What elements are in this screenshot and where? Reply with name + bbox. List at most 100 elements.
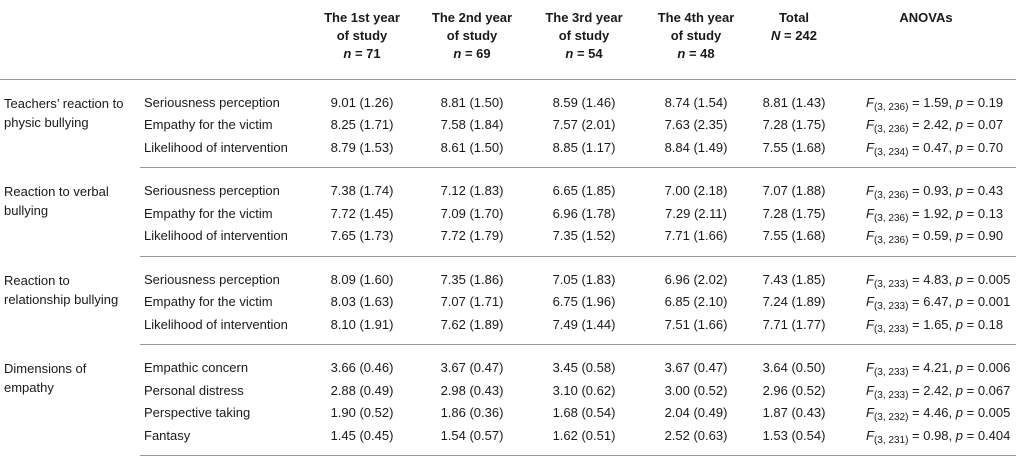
f-statistic: = 0.47, [908, 139, 956, 155]
anova-result: F(3, 234) = 0.47, p = 0.70 [836, 137, 1016, 160]
header-empty-variable [140, 0, 308, 80]
table-row: Likelihood of intervention 8.79 (1.53) 8.6… [0, 137, 1016, 160]
year-1-value: 7.72 (1.45) [330, 205, 394, 221]
p-symbol: p [955, 183, 963, 199]
year-3-value: 3.10 (0.62) [552, 382, 616, 398]
group-separator [0, 247, 1016, 257]
variable-label: Personal distress [144, 382, 244, 398]
header-empty-group [0, 0, 140, 80]
table-body: Teachers’ reaction to physic bullying Ser… [0, 79, 1016, 456]
n-equals: = [461, 46, 477, 61]
anova-result: F(3, 233) = 1.65, p = 0.18 [836, 314, 1016, 337]
anova-result: F(3, 236) = 1.92, p = 0.13 [836, 203, 1016, 226]
degrees-of-freedom: (3, 236) [873, 190, 909, 202]
f-statistic: = 1.59, [908, 94, 956, 110]
header-year-3-n: n = 54 [529, 45, 639, 63]
f-symbol: F [866, 382, 874, 398]
year-4-value: 2.04 (0.49) [664, 405, 728, 421]
year-3-value: 7.35 (1.52) [552, 228, 616, 244]
year-2-value: 7.35 (1.86) [440, 271, 504, 287]
year-4-value: 7.29 (2.11) [665, 205, 727, 221]
year-2-value: 7.09 (1.70) [440, 205, 504, 221]
year-3-value: 6.65 (1.85) [552, 183, 616, 199]
year-4-value: 6.96 (2.02) [664, 271, 728, 287]
p-symbol: p [955, 205, 963, 221]
header-anovas: ANOVAs [836, 0, 1016, 80]
separator-cell [140, 159, 1016, 168]
p-value: = 0.067 [963, 382, 1011, 398]
table-row: Personal distress 2.88 (0.49) 2.98 (0.43) 3… [0, 380, 1016, 403]
total-value: 7.55 (1.68) [762, 139, 826, 155]
total-value: 3.64 (0.50) [762, 360, 826, 376]
header-row: The 1st year of study n = 71 The 2nd yea… [0, 0, 1016, 80]
year-3-value: 1.68 (0.54) [552, 405, 616, 421]
spacer-cell [0, 256, 1016, 269]
year-1-value: 1.45 (0.45) [330, 427, 394, 443]
separator-cell [140, 336, 1016, 345]
variable-label: Perspective taking [144, 405, 251, 421]
f-statistic: = 4.46, [908, 405, 956, 421]
degrees-of-freedom: (3, 236) [873, 124, 909, 136]
n-value: 71 [366, 46, 381, 61]
f-symbol: F [866, 94, 874, 110]
header-year-1-line1: The 1st year [324, 10, 400, 25]
group-spacer-top [0, 168, 1016, 181]
n-equals: = [351, 46, 367, 61]
group-separator [0, 336, 1016, 345]
group-separator [0, 159, 1016, 168]
year-2-value: 7.72 (1.79) [440, 228, 504, 244]
year-3-value: 7.05 (1.83) [552, 271, 616, 287]
p-symbol: p [955, 94, 963, 110]
p-value: = 0.90 [963, 228, 1004, 244]
degrees-of-freedom: (3, 231) [873, 434, 909, 446]
year-4-value: 7.71 (1.66) [664, 228, 728, 244]
f-statistic: = 2.42, [908, 382, 956, 398]
group-label: Teachers’ reaction to physic bullying [4, 95, 124, 130]
degrees-of-freedom: (3, 236) [873, 212, 909, 224]
f-statistic: = 2.42, [908, 117, 956, 133]
year-4-value: 3.67 (0.47) [664, 360, 728, 376]
year-2-value: 7.58 (1.84) [440, 117, 504, 133]
table-row: Empathy for the victim 8.03 (1.63) 7.07 (1… [0, 291, 1016, 314]
year-1-value: 3.66 (0.46) [330, 360, 394, 376]
p-symbol: p [955, 405, 963, 421]
f-symbol: F [866, 294, 874, 310]
f-symbol: F [866, 316, 874, 332]
variable-label: Likelihood of intervention [144, 228, 288, 244]
year-1-value: 7.65 (1.73) [330, 228, 394, 244]
year-1-value: 8.79 (1.53) [330, 139, 394, 155]
table-row: Reaction to verbal bullying Seriousness p… [0, 180, 1016, 218]
degrees-of-freedom: (3, 233) [873, 389, 909, 401]
year-4-value: 7.00 (2.18) [664, 183, 728, 199]
degrees-of-freedom: (3, 233) [873, 323, 909, 335]
degrees-of-freedom: (3, 233) [873, 367, 909, 379]
p-value: = 0.07 [963, 117, 1004, 133]
table-row: Dimensions of empathy Empathic concern 3.6… [0, 357, 1016, 395]
p-symbol: p [955, 427, 963, 443]
spacer-cell [0, 168, 1016, 181]
f-statistic: = 0.93, [908, 183, 956, 199]
header-total-n: N = 242 [753, 27, 835, 45]
degrees-of-freedom: (3, 232) [873, 412, 909, 424]
f-symbol: F [866, 139, 874, 155]
anova-result: F(3, 236) = 1.59, p = 0.19 [836, 92, 1016, 115]
table-row: Likelihood of intervention 7.65 (1.73) 7.7… [0, 225, 1016, 248]
f-symbol: F [866, 427, 874, 443]
anova-result: F(3, 236) = 0.93, p = 0.43 [836, 180, 1016, 203]
f-symbol: F [866, 117, 874, 133]
f-statistic: = 0.59, [908, 228, 956, 244]
group-spacer-top [0, 79, 1016, 92]
p-value: = 0.18 [963, 316, 1004, 332]
degrees-of-freedom: (3, 233) [873, 278, 909, 290]
N-symbol: N [771, 28, 781, 43]
year-4-value: 6.85 (2.10) [664, 294, 728, 310]
total-value: 7.28 (1.75) [762, 205, 826, 221]
table-row: Perspective taking 1.90 (0.52) 1.86 (0.36)… [0, 402, 1016, 425]
year-4-value: 7.51 (1.66) [664, 316, 728, 332]
variable-label: Seriousness perception [144, 183, 280, 199]
total-value: 7.43 (1.85) [762, 271, 826, 287]
total-value: 7.55 (1.68) [762, 228, 826, 244]
p-value: = 0.70 [963, 139, 1004, 155]
